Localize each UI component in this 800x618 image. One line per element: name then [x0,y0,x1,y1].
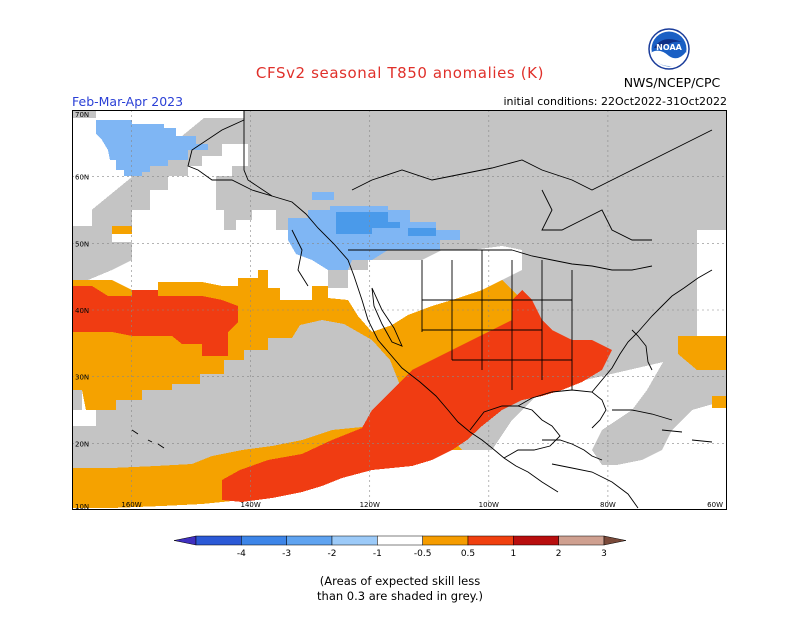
legend-tick-label: -4 [237,549,246,559]
longitude-labels: 160W 140W 120W 100W 80W 60W [121,501,723,509]
legend-swatch [241,535,287,546]
latitude-label: 40N [75,307,89,315]
legend-swatch [513,535,559,546]
legend-tick-label: -1 [373,549,382,559]
legend-tick-label: 2 [556,549,562,559]
legend-swatch [331,535,378,546]
logo-text: NOAA [656,43,682,52]
legend-max-arrow [603,535,627,546]
coastlines [131,110,713,509]
skill-note: (Areas of expected skill less than 0.3 a… [317,574,483,603]
latitude-label: 50N [75,240,89,248]
longitude-label: 60W [707,501,723,509]
legend-min-arrow [173,535,197,546]
latitude-labels: 70N 60N 50N 40N 30N 20N 10N [75,111,89,511]
legend-swatch [377,535,423,546]
longitude-label: 160W [121,501,141,509]
red-positive-regions [72,286,612,502]
legend-swatch [558,535,605,546]
forecast-period: Feb-Mar-Apr 2023 [72,94,184,109]
longitude-label: 80W [600,501,616,509]
map-frame [72,110,727,510]
noaa-logo: NOAA [648,28,690,70]
legend-tick-label: 0.5 [461,549,475,559]
map-title: CFSv2 seasonal T850 anomalies (K) [255,64,545,82]
light-blue-negative-regions [96,120,460,270]
blue-negative-regions [336,212,436,236]
legend-tick-label: -3 [282,549,291,559]
latitude-label: 10N [75,503,89,510]
color-legend: -4-3-2-1-0.50.51234 [173,534,652,566]
legend-tick-label: 3 [601,549,607,559]
legend-swatch [195,535,242,546]
legend-swatch [286,535,333,546]
legend-tick-label: -2 [328,549,337,559]
latitude-label: 20N [75,440,89,448]
legend-swatch [422,535,469,546]
initial-conditions: initial conditions: 22Oct2022-31Oct2022 [503,95,727,108]
latitude-label: 70N [75,111,89,119]
longitude-label: 120W [360,501,380,509]
longitude-label: 100W [479,501,499,509]
latitude-label: 60N [75,174,89,182]
agency-label: NWS/NCEP/CPC [623,75,721,90]
longitude-label: 140W [240,501,260,509]
legend-tick-label: 1 [510,549,516,559]
anomaly-map: 70N 60N 50N 40N 30N 20N 10N 160W 140W 120W 100W 80… [72,110,727,511]
legend-tick-label: -0.5 [414,549,432,559]
legend-swatch [467,535,514,546]
latitude-label: 30N [75,374,89,382]
